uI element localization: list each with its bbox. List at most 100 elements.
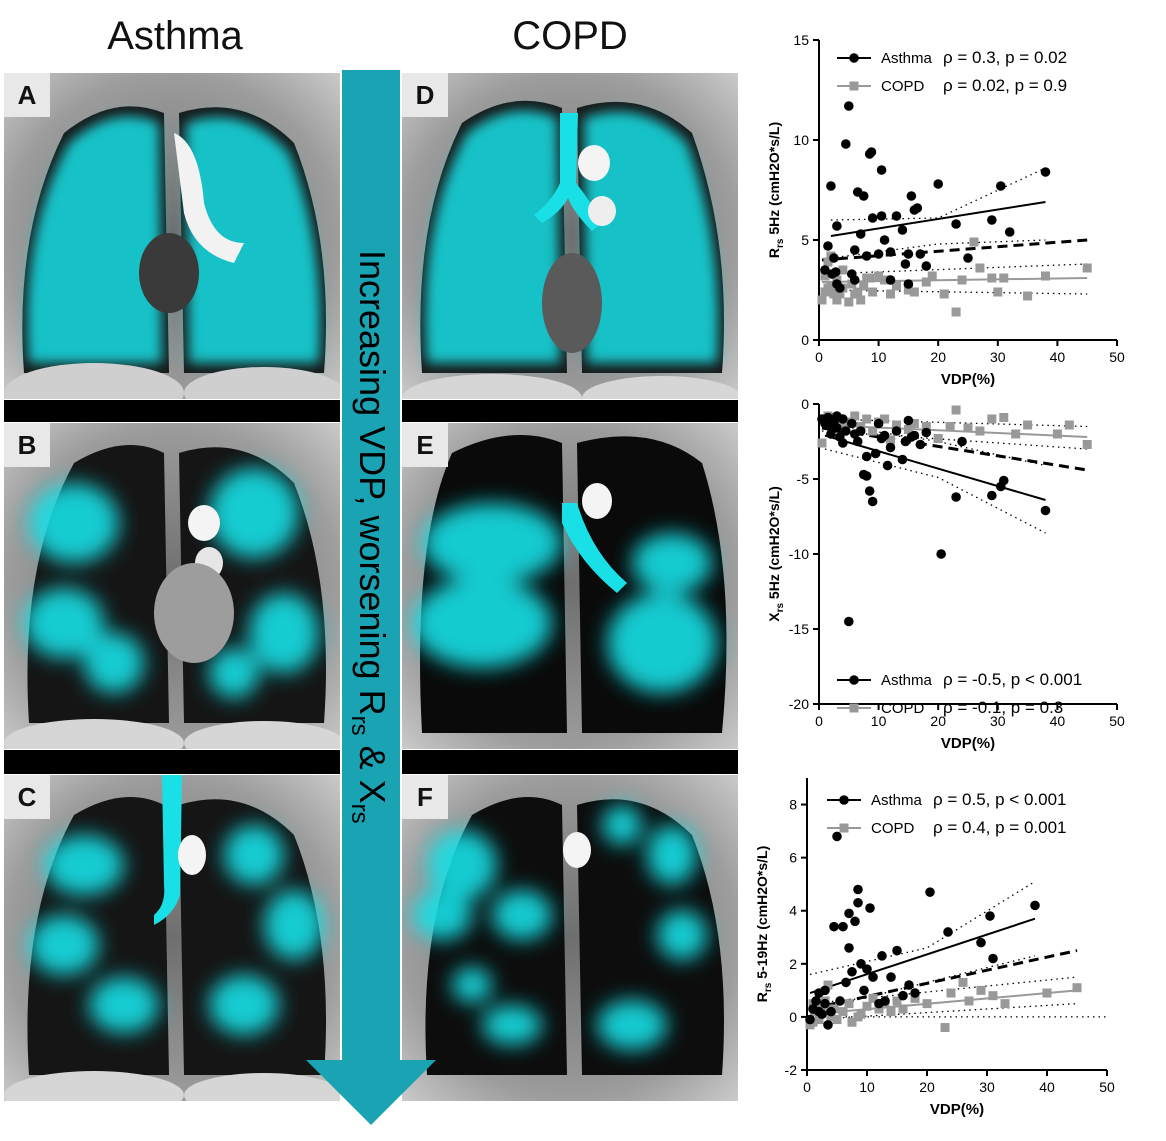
copd-point [988,991,998,1001]
asthma-point [925,887,935,897]
trend-arrow-label: Increasing VDP, worsening Rrs & Xrs [346,250,393,824]
y-tick-label: 2 [789,956,797,972]
copd-point [921,277,931,287]
copd-point [823,257,833,267]
copd-point [975,426,985,436]
copd-point [844,297,854,307]
copd-point [847,1017,857,1027]
asthma-point [995,181,1006,191]
copd-point [880,275,890,285]
copd-point [859,281,869,291]
copd-point [987,414,997,424]
copd-point [838,265,848,275]
copd-point [891,281,901,291]
y-tick-label: 6 [789,850,797,866]
asthma-point [820,985,830,996]
copd-point [999,413,1009,422]
copd-ci-upper [809,976,1078,1005]
copd-point [946,988,956,998]
copd-point [880,414,890,424]
copd-point [868,426,878,436]
copd-point [874,1004,884,1014]
copd-point [922,999,932,1009]
asthma-point [892,945,902,956]
x-tick-label: 10 [871,349,887,365]
asthma-point [882,460,893,471]
asthma-point [849,245,860,255]
pooled-fit-line [809,949,1078,1011]
asthma-point [885,442,896,453]
y-tick-label: 10 [793,132,809,148]
copd-point [838,422,848,431]
y-tick-label: -5 [797,471,810,487]
copd-point [987,273,997,283]
asthma-point [847,966,857,977]
trend-arrow [306,70,436,1125]
panel-label-b: B [4,423,50,467]
copd-point [847,279,857,289]
copd-point [844,999,854,1009]
asthma-point [988,953,998,964]
panel-label-a: A [4,73,50,117]
copd-point [951,405,961,415]
asthma-point [909,430,920,441]
lung-mri-d [402,73,738,399]
copd-point [1064,420,1074,430]
copd-ci-upper [821,263,1088,275]
legend-label-copd: COPD [881,700,925,717]
asthma-point [838,438,848,448]
copd-point [829,289,839,299]
copd-point [832,1015,842,1025]
legend-marker-copd [839,823,849,833]
asthma-point [885,247,896,257]
asthma-point [873,249,884,259]
asthma-point [910,988,920,998]
asthma-point [868,972,878,982]
trend-arrow-shaft [342,70,400,1060]
copd-column-title: COPD [512,14,628,58]
y-axis-label-sub: rs [763,982,774,992]
lung-mri-b [4,423,340,749]
asthma-point [841,139,851,149]
y-tick-label: -15 [789,621,809,637]
asthma-point [850,916,860,927]
legend: Asthma ρ = 0.3, p = 0.02 COPD ρ = 0.02, p =… [837,48,1067,95]
x-tick-label: 10 [859,1079,875,1095]
asthma-point [817,1009,827,1020]
copd-point [838,1007,848,1017]
y-tick-label: -2 [785,1062,798,1078]
copd-point [865,273,875,283]
asthma-point [915,439,926,450]
x-tick-label: 40 [1050,713,1066,729]
rrs5-scatter-plot: 0 10 20 30 40 50 0 5 10 15 VDP(%) Rrs 5Hz (cmH2O*s/… [766,32,1125,388]
asthma-point [865,903,875,913]
y-axis-label: Rrs 5Hz (cmH2O*s/L) [766,122,786,258]
copd-ci-lower [821,430,1088,450]
copd-point [898,1004,908,1014]
y-tick-label: 4 [789,903,797,919]
asthma-point [829,253,839,263]
copd-point [903,285,913,295]
asthma-point [897,454,908,465]
asthma-point [864,486,875,496]
asthma-point [987,490,997,501]
asthma-fit-line [824,434,1046,501]
copd-point [958,977,968,987]
x-tick-label: 40 [1039,1079,1055,1095]
asthma-ci-upper [824,422,1046,467]
asthma-point [820,265,830,275]
asthma-point [943,927,953,937]
panel-f-lung-image: F [402,775,738,1101]
asthma-point [873,418,884,429]
copd-point [1023,291,1033,301]
asthma-point [987,215,997,225]
asthma-point [876,211,887,221]
asthma-point [855,426,866,436]
asthma-ci-upper [809,880,1036,976]
copd-point [1040,271,1050,281]
asthma-point [880,996,890,1006]
asthma-point [832,221,842,231]
asthma-point [867,496,878,507]
trend-arrow-head [306,1060,436,1125]
copd-point [951,307,961,317]
